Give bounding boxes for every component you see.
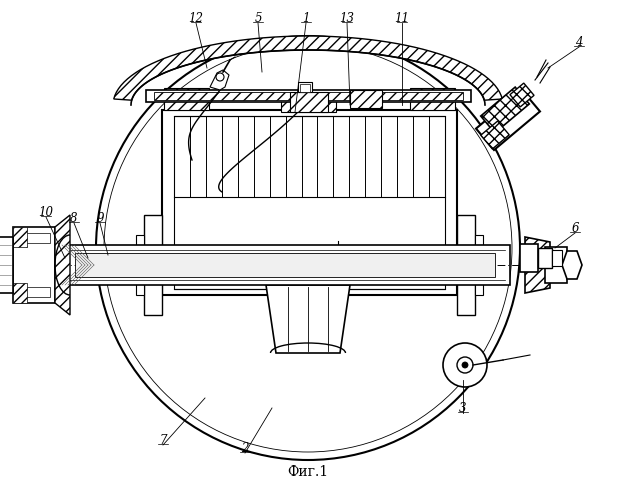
Text: 10: 10: [39, 206, 53, 218]
Polygon shape: [350, 90, 382, 108]
Polygon shape: [476, 90, 540, 150]
Text: 12: 12: [188, 12, 203, 24]
Text: 4: 4: [575, 36, 583, 49]
Circle shape: [96, 36, 520, 460]
Text: 1: 1: [302, 12, 310, 24]
Polygon shape: [481, 87, 530, 133]
Polygon shape: [13, 283, 27, 303]
Polygon shape: [144, 215, 162, 315]
Polygon shape: [17, 287, 50, 297]
Polygon shape: [300, 84, 310, 92]
Text: 6: 6: [572, 222, 579, 234]
Polygon shape: [510, 83, 534, 107]
Polygon shape: [146, 90, 471, 102]
Text: 2: 2: [241, 442, 249, 454]
Polygon shape: [13, 227, 55, 303]
Polygon shape: [552, 250, 562, 266]
Polygon shape: [210, 70, 229, 90]
Circle shape: [462, 362, 468, 368]
Text: 11: 11: [394, 12, 409, 24]
Polygon shape: [114, 36, 502, 100]
Polygon shape: [545, 247, 567, 283]
Polygon shape: [162, 110, 457, 295]
Polygon shape: [538, 248, 552, 268]
Polygon shape: [266, 285, 350, 353]
Polygon shape: [0, 237, 13, 293]
Polygon shape: [298, 82, 312, 92]
Polygon shape: [520, 244, 538, 272]
Polygon shape: [281, 94, 336, 112]
Polygon shape: [562, 251, 582, 279]
Text: 5: 5: [254, 12, 262, 24]
Text: 9: 9: [96, 212, 104, 224]
Polygon shape: [17, 233, 50, 243]
Polygon shape: [525, 237, 550, 293]
Polygon shape: [60, 245, 510, 285]
Polygon shape: [136, 235, 144, 295]
Polygon shape: [410, 88, 455, 110]
Polygon shape: [75, 253, 495, 277]
Text: 3: 3: [459, 402, 467, 414]
Polygon shape: [475, 235, 483, 295]
Text: Фиг.1: Фиг.1: [287, 465, 329, 479]
Text: 7: 7: [159, 434, 167, 446]
Polygon shape: [481, 121, 509, 149]
Polygon shape: [174, 116, 445, 289]
Text: 8: 8: [70, 212, 78, 224]
Polygon shape: [164, 88, 209, 110]
Polygon shape: [154, 92, 463, 100]
Text: 13: 13: [339, 12, 354, 24]
Polygon shape: [55, 215, 70, 315]
Polygon shape: [13, 227, 27, 247]
Polygon shape: [457, 215, 475, 315]
Circle shape: [443, 343, 487, 387]
Polygon shape: [290, 92, 328, 112]
Circle shape: [457, 357, 473, 373]
